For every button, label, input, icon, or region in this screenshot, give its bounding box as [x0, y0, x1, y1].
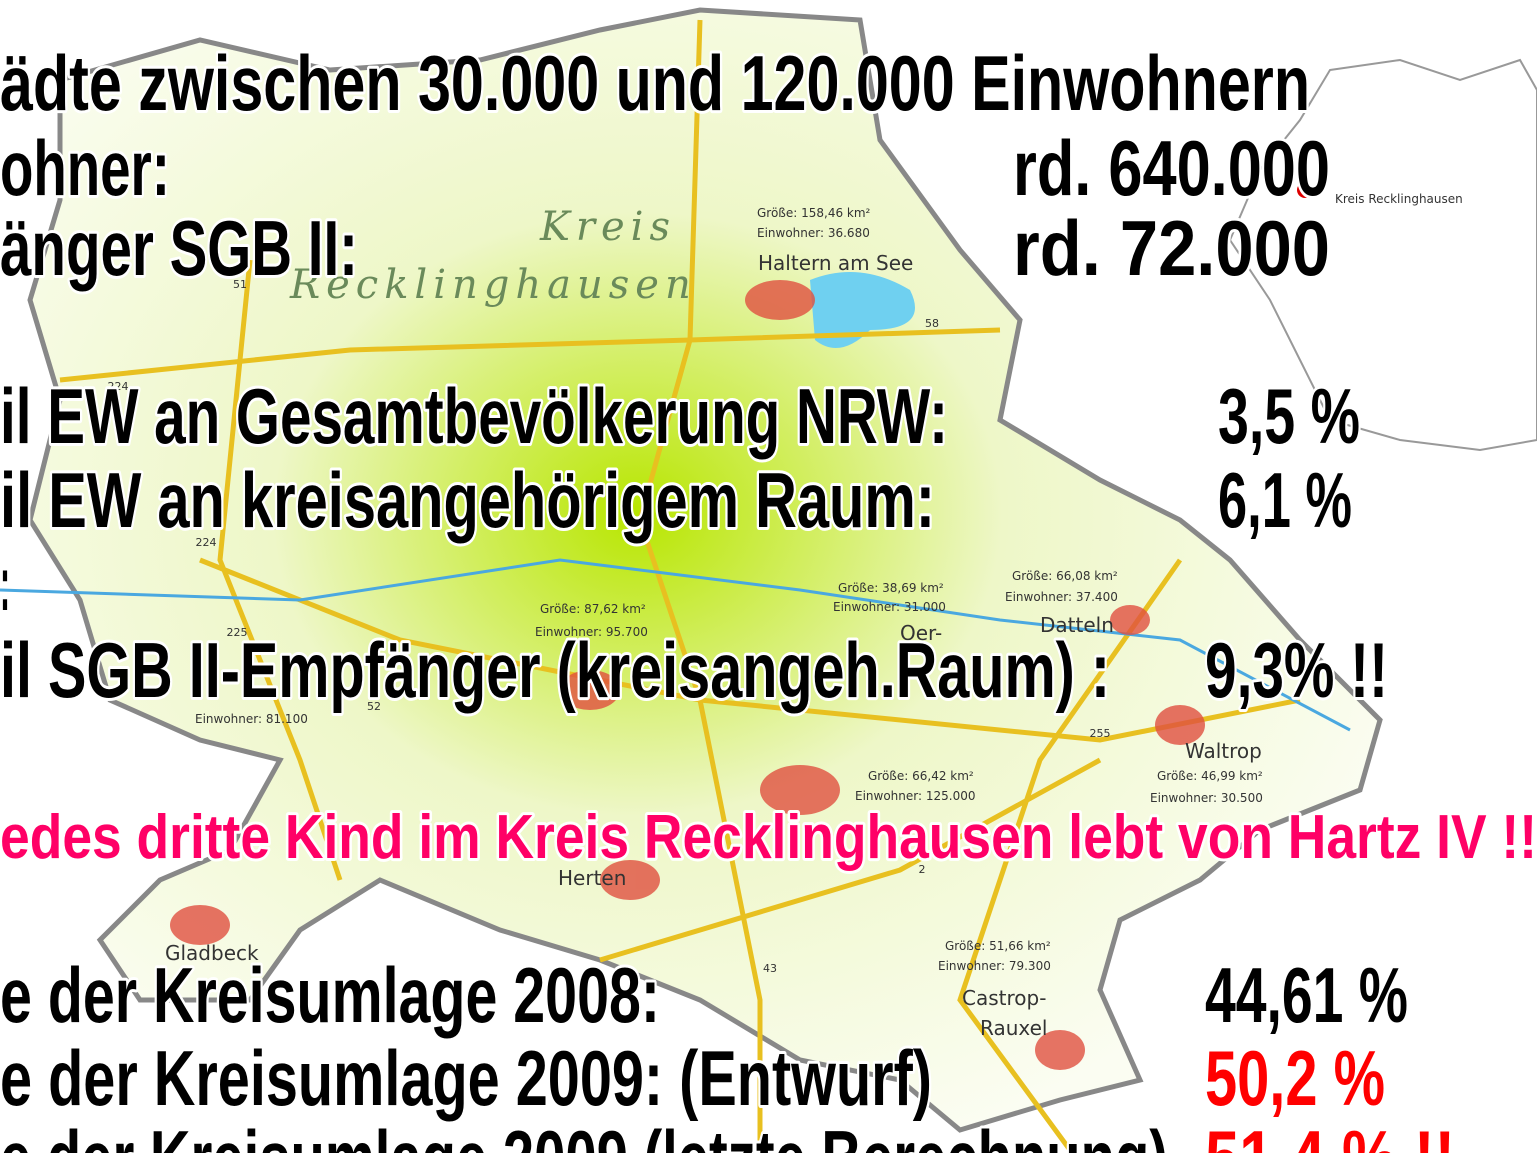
lake — [810, 272, 915, 348]
town-fact: Einwohner: 81.100 — [195, 712, 308, 726]
line-value: 3,5 % — [1218, 372, 1360, 460]
town-fact: Größe: 46,99 km² — [1157, 769, 1263, 783]
germany-inset — [1228, 58, 1537, 452]
inset-label: Kreis Recklinghausen — [1335, 192, 1463, 206]
text-lines: ädte zwischen 30.000 und 120.000 Einwohn… — [0, 36, 1537, 1153]
line-label: e der Kreisumlage 2009: (Entwurf) — [0, 1034, 932, 1122]
road-label: 52 — [367, 700, 381, 713]
line-label: il EW an kreisangehörigem Raum: — [0, 456, 935, 544]
town: Herten — [558, 866, 626, 890]
town: Oer- — [900, 621, 942, 645]
road-label: 2 — [919, 863, 926, 876]
road-label: 224 — [196, 536, 217, 549]
town: Castrop- — [962, 986, 1046, 1010]
line-value: 6,1 % — [1218, 456, 1352, 544]
road-label: 51 — [233, 278, 247, 291]
line-label: e der Kreisumlage 2009 (letzte Berechnun… — [0, 1114, 1168, 1153]
town-fact: Einwohner: 79.300 — [938, 959, 1051, 973]
canal — [0, 558, 1351, 732]
town-fact: Einwohner: 31.000 — [833, 600, 946, 614]
town-fact: Einwohner: 37.400 — [1005, 590, 1118, 604]
town: Waltrop — [1185, 739, 1262, 763]
line-value: rd. 640.000 — [1013, 124, 1330, 212]
town: Datteln — [1040, 613, 1114, 637]
map: Kreis Recklinghausen Kreis Recklinghause… — [0, 7, 1537, 1152]
map-title: Kreis — [539, 204, 676, 250]
line-value: 50,2 % — [1205, 1034, 1385, 1122]
line-label: e der Kreisumlage 2008: — [0, 951, 660, 1039]
inset-marker — [1297, 182, 1313, 198]
town-fact: Größe: 51,66 km² — [945, 939, 1051, 953]
town-fact: Größe: 66,08 km² — [1012, 569, 1118, 583]
district-shape — [27, 7, 1383, 1133]
line-value: 44,61 % — [1205, 951, 1408, 1039]
line-label: il SGB II-Empfänger (kreisangeh.Raum) : — [0, 626, 1110, 714]
road-label: 225 — [227, 626, 248, 639]
town-fact: Einwohner: 30.500 — [1150, 791, 1263, 805]
town-marks — [170, 280, 1205, 1070]
line-value: rd. 72.000 — [1013, 204, 1330, 292]
town-fact: Größe: 66,42 km² — [868, 769, 974, 783]
line-label: edes dritte Kind im Kreis Recklinghausen… — [0, 803, 1537, 872]
line-label: ädte zwischen 30.000 und 120.000 Einwohn… — [0, 39, 1310, 127]
road-label: 255 — [1090, 727, 1111, 740]
town-fact: Einwohner: 36.680 — [757, 226, 870, 240]
road-label: 58 — [925, 317, 939, 330]
line-label: il EW an Gesamtbevölkerung NRW: — [0, 372, 948, 460]
road-label: 43 — [763, 962, 777, 975]
line-value: 51,4 % !! — [1205, 1114, 1455, 1153]
road-labels: 51 58 224 224 225 52 255 2 43 — [108, 278, 1111, 975]
town-fact: Einwohner: 125.000 — [855, 789, 975, 803]
line-label: ohner: — [0, 124, 170, 212]
line-value: 9,3% !! — [1205, 626, 1388, 714]
town: Haltern am See — [758, 251, 913, 275]
line-label: : — [0, 539, 10, 627]
town: Gladbeck — [165, 941, 259, 965]
town: Rauxel — [980, 1016, 1047, 1040]
map-title: Recklinghausen — [289, 262, 697, 308]
line-label: änger SGB II: — [0, 204, 358, 292]
town-fact: Einwohner: 95.700 — [535, 625, 648, 639]
town-fact: Größe: 38,69 km² — [838, 581, 944, 595]
road-label: 224 — [108, 380, 129, 393]
town-fact: Größe: 158,46 km² — [757, 206, 871, 220]
town-fact: Größe: 87,62 km² — [540, 602, 646, 616]
